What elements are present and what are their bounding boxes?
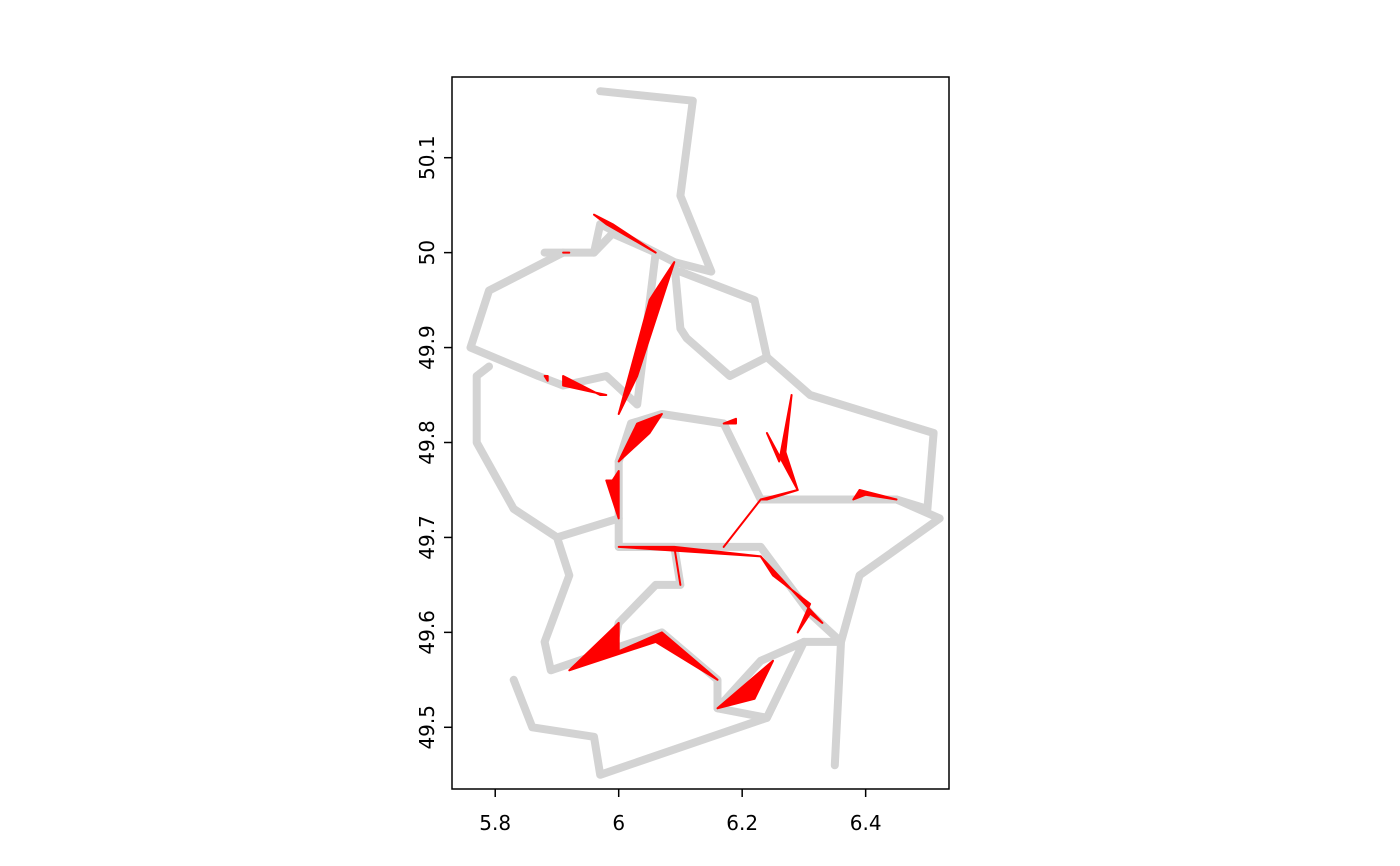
highlight-polygon-12 <box>759 555 824 634</box>
y-tick-label-1: 49.6 <box>415 610 439 655</box>
y-tick-label-3: 49.8 <box>415 420 439 465</box>
highlight-polygon-10 <box>852 489 898 501</box>
x-axis: 5.8 6 6.2 6.4 <box>479 789 882 835</box>
x-tick-label-3: 6.4 <box>850 811 882 835</box>
y-tick-label-6: 50.1 <box>415 135 439 180</box>
boundary-line-0 <box>540 87 716 276</box>
highlight-polygon-8 <box>722 417 737 425</box>
boundary-line-3 <box>614 353 938 513</box>
highlight-polygon-2 <box>617 261 676 415</box>
highlight-polygon-5 <box>617 413 663 463</box>
highlight-polygon-3 <box>562 375 608 396</box>
y-tick-label-5: 50 <box>415 240 439 265</box>
y-tick-label-2: 49.7 <box>415 515 439 560</box>
y-axis: 49.5 49.6 49.7 49.8 49.9 50 50.1 <box>415 135 452 750</box>
x-tick-label-0: 5.8 <box>479 811 511 835</box>
boundary-line-4 <box>614 457 944 646</box>
boundary-line-2 <box>670 258 771 380</box>
highlight-polygon-7 <box>765 394 799 491</box>
x-tick-label-2: 6.2 <box>726 811 758 835</box>
highlight-polygon-13 <box>568 621 719 681</box>
boundary-line-1 <box>466 220 660 409</box>
highlight-polygon-6 <box>605 470 620 520</box>
plot-frame <box>451 76 950 790</box>
highlight-polygon-9 <box>722 489 799 548</box>
boundary-line-5 <box>472 362 623 542</box>
highlight-layer <box>543 213 898 710</box>
highlight-polygon-11 <box>617 545 762 586</box>
highlight-polygon-0 <box>593 213 657 254</box>
boundary-line-9 <box>713 637 808 722</box>
y-tick-label-4: 49.9 <box>415 325 439 370</box>
highlight-polygon-14 <box>716 659 774 710</box>
x-tick-label-1: 6 <box>612 811 625 835</box>
y-tick-label-0: 49.5 <box>415 705 439 750</box>
highlight-polygon-4 <box>543 375 549 382</box>
